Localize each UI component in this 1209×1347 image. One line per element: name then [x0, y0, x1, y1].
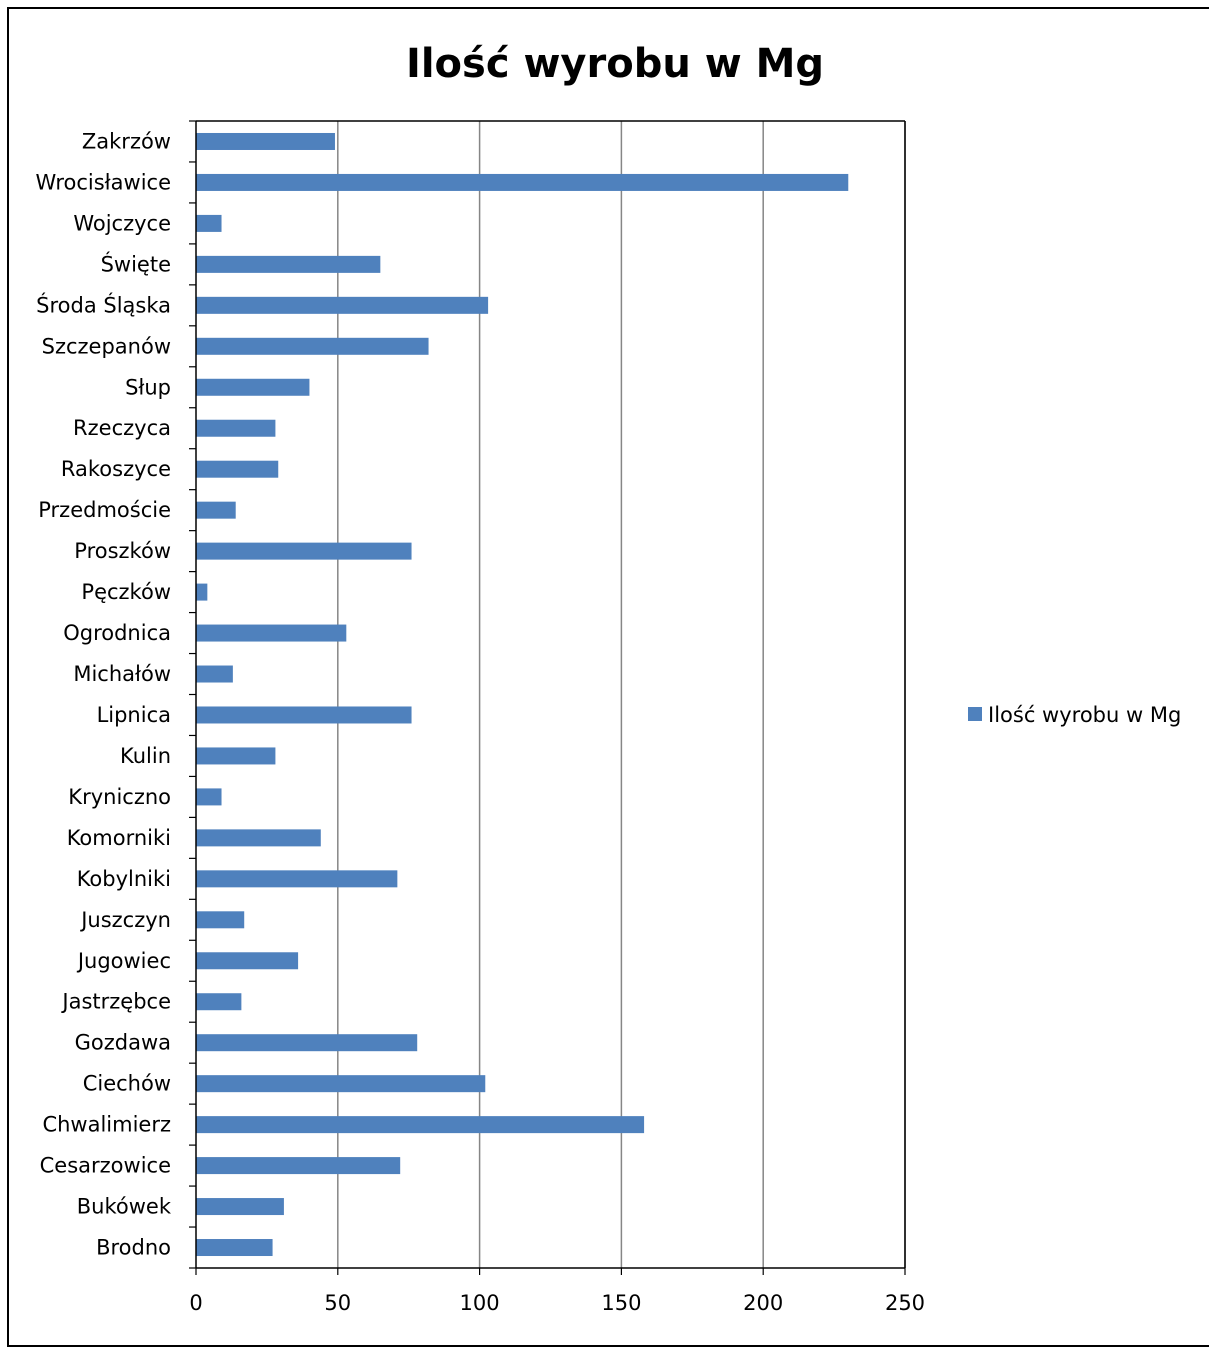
bar [196, 624, 347, 642]
category-label: Juszczyn [79, 908, 171, 932]
category-label: Święte [101, 251, 171, 276]
bar [196, 542, 412, 560]
x-tick-label: 200 [743, 1291, 783, 1315]
category-label: Ogrodnica [63, 621, 171, 645]
bar [196, 1034, 418, 1052]
bar [196, 501, 236, 519]
category-label: Jastrzębce [60, 990, 171, 1014]
bar [196, 747, 276, 765]
category-label: Środa Śląska [36, 292, 171, 317]
category-label: Proszków [74, 539, 171, 563]
bar [196, 993, 242, 1011]
category-label: Ciechów [83, 1072, 171, 1096]
bar [196, 378, 310, 396]
category-label: Brodno [96, 1236, 171, 1260]
category-label: Lipnica [97, 703, 171, 727]
bar [196, 829, 321, 847]
category-label: Słup [125, 375, 171, 399]
legend-swatch [968, 707, 982, 721]
legend: Ilość wyrobu w Mg [968, 703, 1181, 727]
legend-label: Ilość wyrobu w Mg [988, 703, 1181, 727]
bar [196, 214, 222, 232]
category-label: Rakoszyce [61, 457, 171, 481]
category-label: Przedmoście [38, 498, 171, 522]
bar [196, 255, 381, 273]
category-label: Kryniczno [68, 785, 171, 809]
x-tick-label: 0 [189, 1291, 202, 1315]
bar [196, 1116, 645, 1134]
bar [196, 870, 398, 888]
category-label: Szczepanów [42, 334, 171, 358]
category-label: Pęczków [81, 580, 171, 604]
chart-title: Ilość wyrobu w Mg [406, 41, 824, 87]
category-label: Zakrzów [82, 129, 171, 153]
x-tick-label: 50 [324, 1291, 351, 1315]
category-label: Wojczyce [73, 211, 171, 235]
category-label: Komorniki [67, 826, 171, 850]
bar [196, 296, 489, 314]
category-label: Bukówek [77, 1195, 172, 1219]
bar [196, 1198, 284, 1216]
bar [196, 132, 335, 150]
gridlines [337, 121, 906, 1268]
bar [196, 706, 412, 724]
bar [196, 583, 208, 601]
bar [196, 1157, 401, 1175]
category-label: Chwalimierz [42, 1113, 171, 1137]
bar [196, 1075, 486, 1093]
axes: 0 50 100 150 200 250 Zakrzów Wrocisławice Wojczy… [36, 120, 925, 1315]
bars [196, 132, 849, 1257]
category-label: Michałów [73, 662, 171, 686]
category-label: Kulin [120, 744, 171, 768]
x-tick-label: 150 [601, 1291, 641, 1315]
bar [196, 665, 233, 683]
category-label: Wrocisławice [36, 170, 171, 194]
category-label: Gozdawa [75, 1031, 171, 1055]
category-label: Cesarzowice [40, 1154, 171, 1178]
x-tick-label: 100 [460, 1291, 500, 1315]
bar [196, 419, 276, 437]
category-label: Jugowiec [76, 949, 171, 973]
bar [196, 460, 279, 478]
bar [196, 911, 245, 929]
bar [196, 788, 222, 806]
x-tick-label: 250 [885, 1291, 925, 1315]
bar [196, 173, 849, 191]
bar [196, 1239, 273, 1257]
bar [196, 952, 299, 970]
category-label: Kobylniki [77, 867, 171, 891]
bar [196, 337, 429, 355]
category-label: Rzeczyca [73, 416, 171, 440]
